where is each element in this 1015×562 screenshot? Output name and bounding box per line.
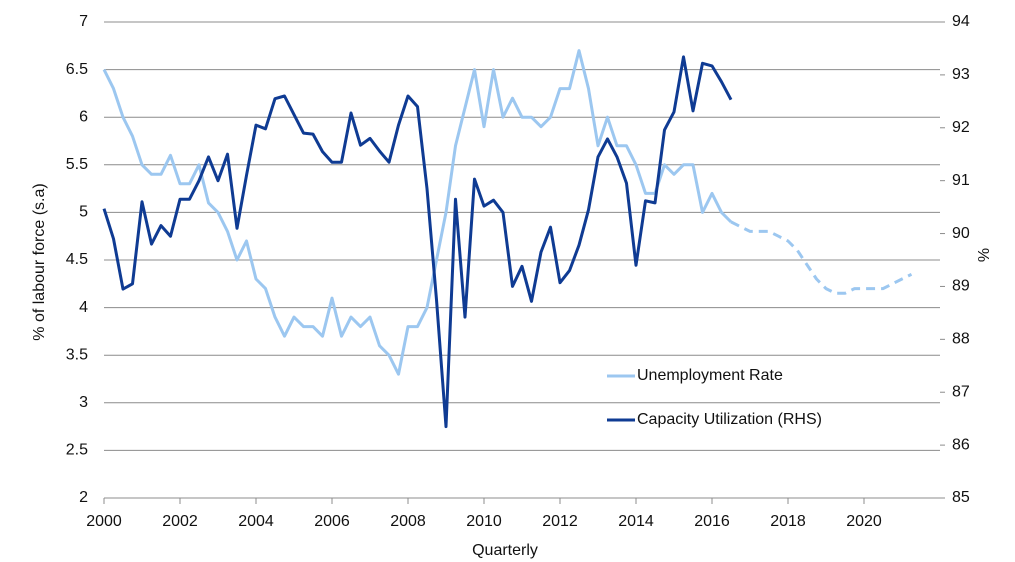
y-tick-label: 2.5	[66, 442, 88, 459]
y2-tick-label: 89	[952, 278, 970, 295]
y-axis-label: % of labour force (s.a)	[31, 183, 48, 340]
legend-label: Capacity Utilization (RHS)	[637, 411, 822, 428]
y2-tick-label: 87	[952, 383, 970, 400]
x-tick-label: 2006	[314, 513, 350, 530]
y2-tick-label: 86	[952, 436, 970, 453]
y2-tick-label: 88	[952, 331, 970, 348]
x-tick-label: 2014	[618, 513, 654, 530]
y-tick-label: 4.5	[66, 251, 88, 268]
y-tick-label: 3	[79, 394, 88, 411]
y-tick-label: 2	[79, 489, 88, 506]
y-tick-label: 3.5	[66, 346, 88, 363]
y-tick-label: 5	[79, 204, 88, 221]
y2-tick-label: 93	[952, 66, 970, 83]
legend-label: Unemployment Rate	[637, 367, 783, 384]
line-series	[102, 55, 733, 429]
x-tick-label: 2018	[770, 513, 806, 530]
y-tick-label: 4	[79, 299, 88, 316]
y2-tick-label: 91	[952, 172, 970, 189]
x-tick-label: 2002	[162, 513, 198, 530]
x-tick-label: 2000	[86, 513, 122, 530]
x-tick-label: 2008	[390, 513, 426, 530]
y-tick-label: 6	[79, 108, 88, 125]
x-tick-label: 2004	[238, 513, 274, 530]
y2-tick-label: 90	[952, 225, 970, 242]
y2-tick-label: 94	[952, 13, 970, 30]
line-series	[102, 49, 733, 376]
y-tick-label: 7	[79, 13, 88, 30]
y2-tick-label: 85	[952, 489, 970, 506]
x-axis-label: Quarterly	[472, 542, 538, 559]
y2-tick-label: 92	[952, 119, 970, 136]
x-tick-label: 2012	[542, 513, 578, 530]
line-series-forecast	[730, 220, 913, 295]
x-tick-label: 2016	[694, 513, 730, 530]
x-tick-label: 2010	[466, 513, 502, 530]
y-tick-label: 6.5	[66, 61, 88, 78]
y-tick-label: 5.5	[66, 156, 88, 173]
x-tick-label: 2020	[846, 513, 882, 530]
y2-axis-label: %	[976, 248, 993, 262]
